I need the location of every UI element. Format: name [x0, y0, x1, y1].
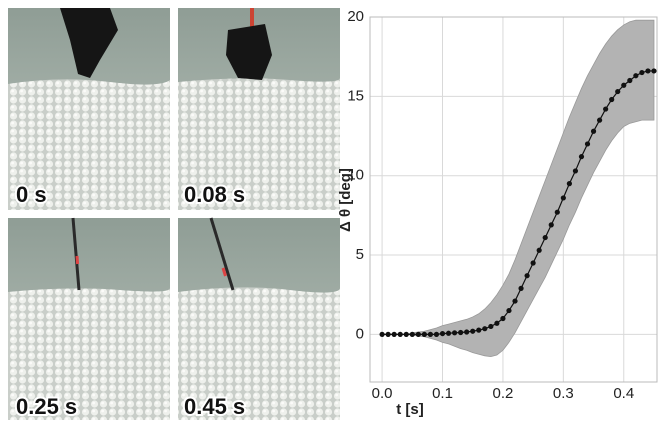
data-point: [554, 209, 560, 215]
beads: [178, 287, 340, 420]
data-point: [542, 234, 548, 241]
mean-line: [382, 70, 654, 335]
data-point: [494, 320, 500, 326]
x-tick-label: 0.3: [553, 385, 574, 402]
data-point: [482, 326, 488, 332]
data-point: [597, 117, 603, 123]
data-point: [409, 331, 415, 337]
data-point: [651, 68, 657, 74]
data-point: [645, 68, 651, 74]
data-point: [530, 260, 536, 266]
data-point: [470, 328, 476, 334]
data-point: [385, 331, 391, 337]
data-point: [566, 181, 572, 187]
x-tick-label: 0.0: [372, 385, 393, 402]
data-point: [633, 73, 639, 79]
panel-label: 0.25 s: [16, 394, 77, 419]
y-tick-label: 15: [347, 87, 364, 104]
data-point: [500, 315, 506, 322]
x-tick-label: 0.2: [492, 385, 513, 402]
photo-panels: 0 s 0.08 s 0.25 s 0.45 s: [8, 8, 340, 421]
data-point: [451, 330, 458, 336]
data-point: [572, 168, 579, 174]
data-point: [439, 330, 446, 337]
data-point: [548, 222, 554, 228]
rod-mark: [75, 255, 80, 265]
y-tick-label: 20: [347, 8, 364, 25]
data-point: [524, 273, 530, 279]
data-point: [609, 96, 615, 103]
data-point: [391, 331, 397, 337]
intruder: [60, 8, 118, 78]
beads: [8, 79, 170, 210]
rod-mark: [221, 267, 227, 277]
data-point: [379, 331, 385, 337]
data-point: [590, 128, 597, 134]
data-point: [615, 88, 621, 95]
rod: [209, 217, 235, 291]
y-axis-label: Δ θ [deg]: [337, 168, 354, 232]
data-point: [512, 298, 518, 304]
data-point: [397, 331, 403, 337]
data-point: [403, 331, 409, 337]
data-point: [458, 329, 464, 336]
data-point: [445, 330, 452, 336]
y-tick-label: 10: [347, 167, 364, 184]
data-point: [421, 331, 427, 337]
data-point: [506, 307, 512, 314]
data-point: [415, 331, 421, 337]
data-point: [560, 195, 566, 201]
y-tick-label: 5: [356, 246, 364, 263]
intruder: [226, 24, 272, 80]
panel-label: 0.08 s: [184, 182, 245, 207]
x-axis-label: t [s]: [396, 401, 424, 418]
data-point: [427, 331, 434, 337]
y-tick-label: 0: [356, 325, 364, 342]
data-point: [627, 77, 633, 84]
rod: [71, 217, 81, 291]
data-point: [603, 106, 609, 112]
x-tick-label: 0.4: [613, 385, 634, 402]
error-band: [382, 19, 655, 358]
data-point: [476, 327, 482, 333]
panel-label: 0.45 s: [184, 394, 245, 419]
data-point: [621, 82, 627, 88]
plot-frame: [369, 16, 658, 383]
data-point: [584, 141, 591, 147]
data-point: [518, 285, 524, 291]
beads: [178, 78, 340, 210]
beads: [8, 288, 170, 420]
data-point: [488, 323, 494, 330]
rod: [250, 8, 254, 28]
panel-label: 0 s: [16, 182, 47, 207]
data-point: [464, 329, 470, 335]
data-point: [536, 247, 542, 253]
data-point: [639, 69, 645, 76]
data-point: [578, 154, 585, 160]
data-point: [433, 331, 440, 337]
x-tick-label: 0.1: [432, 385, 453, 402]
